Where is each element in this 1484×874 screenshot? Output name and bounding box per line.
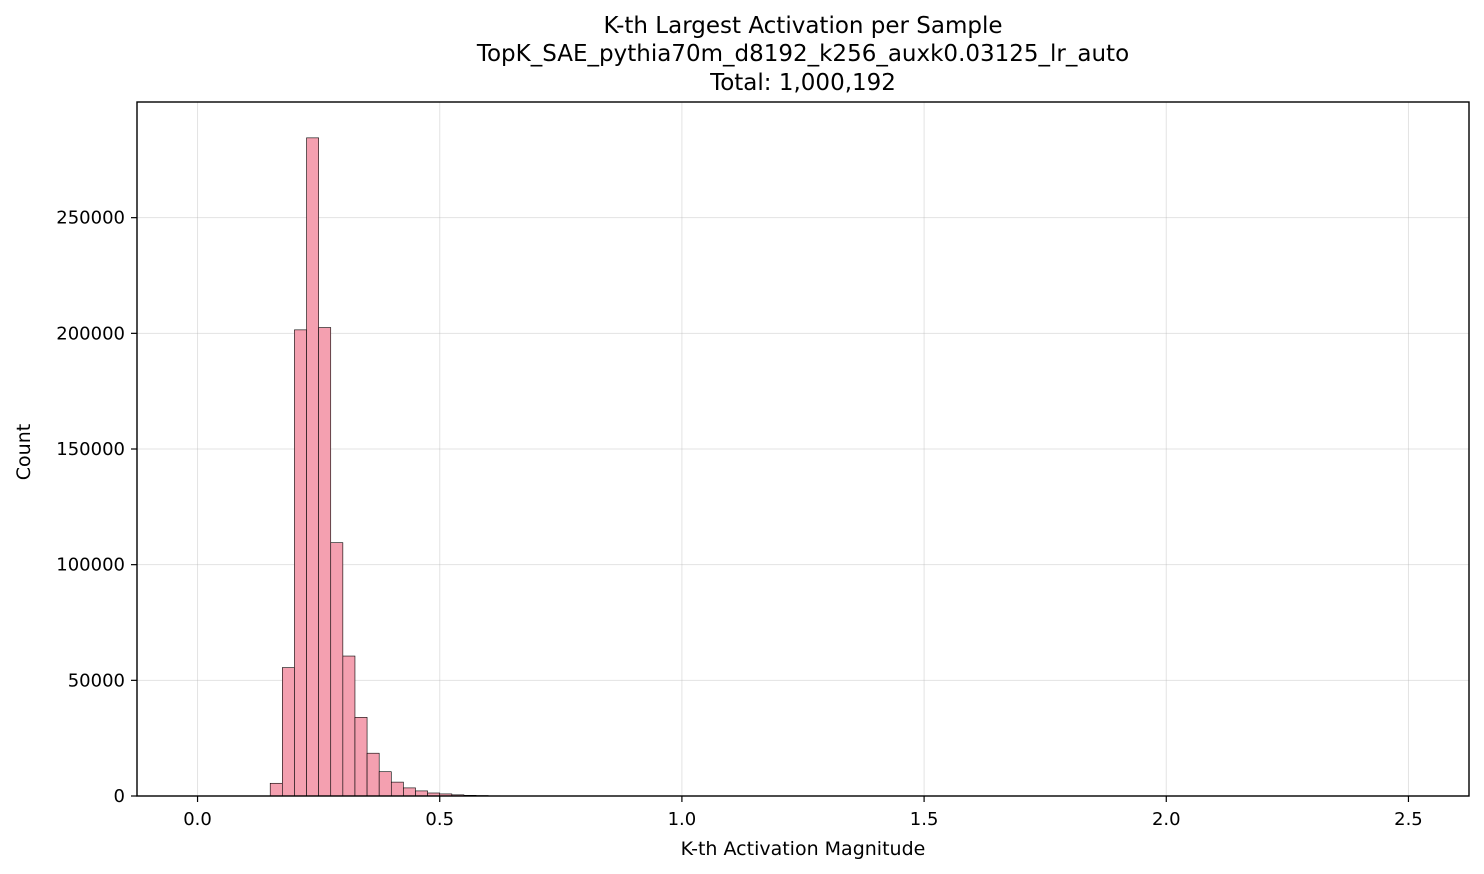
histogram-bar	[294, 329, 307, 797]
x-axis-ticks: 0.0 0.5 1.0 1.5 2.0 2.5	[183, 796, 1423, 830]
chart-title-line-3: Total: 1,000,192	[709, 70, 896, 96]
chart-title-line-2: TopK_SAE_pythia70m_d8192_k256_auxk0.0312…	[476, 41, 1129, 67]
x-tick-label: 1.0	[668, 809, 697, 830]
x-axis-label: K-th Activation Magnitude	[681, 838, 926, 860]
y-tick-label: 100000	[56, 555, 125, 576]
y-axis-label: Count	[13, 424, 35, 480]
histogram-bar	[366, 752, 380, 797]
histogram-bar	[269, 782, 283, 797]
histogram-bar	[318, 327, 332, 797]
chart-title-line-1: K-th Largest Activation per Sample	[603, 13, 1002, 39]
y-tick-label: 0	[114, 786, 125, 807]
histogram-bar	[330, 542, 344, 797]
histogram-bar	[378, 771, 392, 797]
histogram-bar	[282, 667, 295, 797]
histogram-bar	[342, 655, 356, 797]
x-tick-label: 1.5	[910, 809, 939, 830]
histogram-bars	[269, 137, 501, 797]
x-tick-label: 0.5	[425, 809, 454, 830]
y-tick-label: 250000	[56, 208, 125, 229]
x-tick-label: 2.0	[1152, 809, 1181, 830]
y-tick-label: 150000	[56, 439, 125, 460]
y-tick-label: 200000	[56, 323, 125, 344]
histogram-bar	[354, 717, 368, 797]
histogram-bar	[306, 137, 319, 797]
x-tick-label: 2.5	[1394, 809, 1423, 830]
histogram-bar	[390, 781, 404, 797]
histogram-bar	[415, 790, 428, 797]
histogram-bar	[403, 787, 416, 797]
x-tick-label: 0.0	[183, 809, 212, 830]
y-tick-label: 50000	[68, 670, 125, 691]
y-axis-ticks: 0 50000 100000 150000 200000 250000	[56, 208, 137, 807]
